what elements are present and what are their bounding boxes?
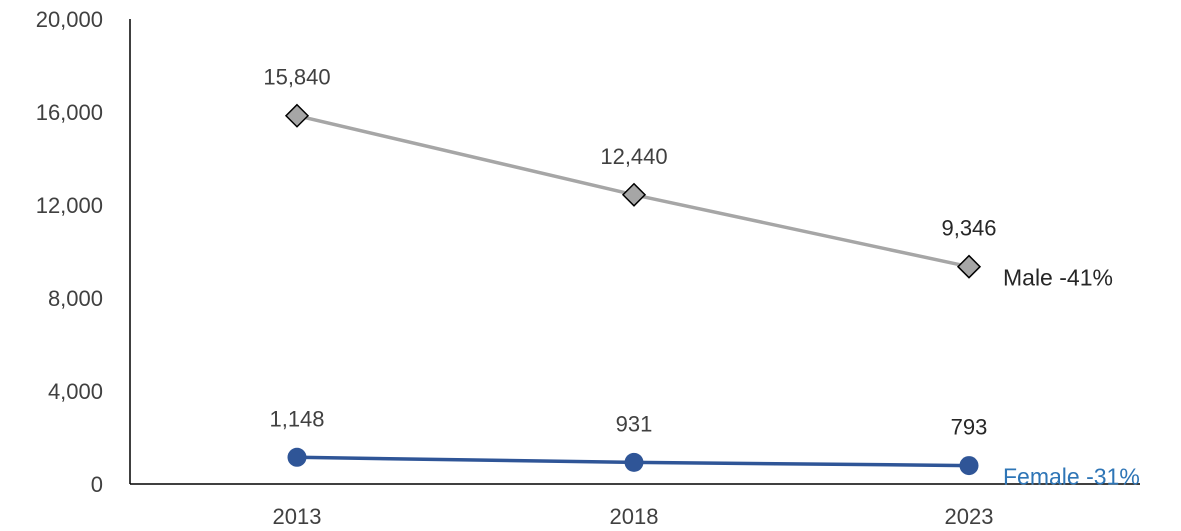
y-tick-label: 16,000 xyxy=(36,100,103,125)
x-tick-label: 2018 xyxy=(610,504,659,529)
y-tick-label: 4,000 xyxy=(48,379,103,404)
y-tick-label: 20,000 xyxy=(36,7,103,32)
data-label: 793 xyxy=(951,415,988,440)
data-point-female xyxy=(624,452,644,472)
data-point-male xyxy=(956,254,982,279)
axes xyxy=(129,19,1140,485)
data-label: 1,148 xyxy=(269,406,324,431)
series-markers xyxy=(284,103,982,476)
data-label: 15,840 xyxy=(263,65,330,90)
data-point-male xyxy=(284,103,310,128)
data-label: 12,440 xyxy=(600,144,667,169)
x-tick-label: 2013 xyxy=(273,504,322,529)
data-point-female xyxy=(959,456,979,476)
data-label: 9,346 xyxy=(941,216,996,241)
y-tick-label: 12,000 xyxy=(36,193,103,218)
data-labels: 15,840 12,440 9,346 1,148 931 793 xyxy=(263,65,996,440)
series-name-label: Male -41% xyxy=(1003,265,1113,291)
series-names: Male -41% Female -31% xyxy=(1003,265,1140,490)
y-tick-label: 8,000 xyxy=(48,286,103,311)
data-label: 931 xyxy=(616,411,653,436)
x-tick-labels: 2013 2018 2023 xyxy=(273,504,994,529)
series-name-label: Female -31% xyxy=(1003,464,1140,490)
data-point-male xyxy=(621,182,647,207)
data-point-female xyxy=(287,447,307,467)
y-tick-label: 0 xyxy=(91,472,103,497)
y-tick-labels: 0 4,000 8,000 12,000 16,000 20,000 xyxy=(36,7,103,497)
x-tick-label: 2023 xyxy=(945,504,994,529)
